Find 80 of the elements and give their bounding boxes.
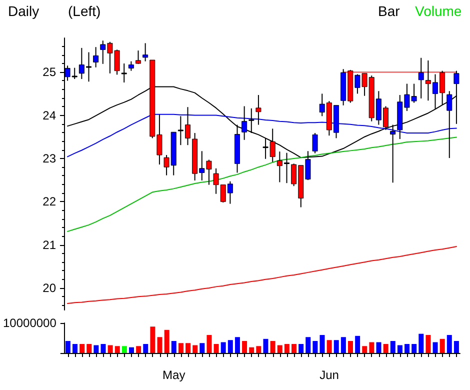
bar [454, 341, 459, 353]
candlestick [312, 132, 318, 154]
bar [390, 341, 396, 353]
text: Volume [415, 3, 462, 19]
bar [355, 336, 360, 353]
bar [80, 344, 85, 353]
candlestick [256, 94, 262, 126]
bar [376, 342, 382, 353]
bar [369, 342, 374, 353]
bar [440, 338, 445, 353]
bar [383, 344, 388, 353]
text: Daily [8, 3, 40, 19]
bar [256, 346, 262, 353]
bar [143, 344, 148, 353]
y-tick-label: 24 [42, 108, 56, 122]
bar [306, 337, 311, 353]
x-tick-label: Jun [320, 368, 339, 382]
bar [418, 334, 424, 353]
y-tick-label: 22 [42, 194, 56, 209]
bar [249, 347, 254, 353]
bar [171, 341, 176, 353]
bar [164, 330, 170, 353]
bar [157, 337, 162, 353]
bar [220, 342, 226, 353]
bar [214, 344, 219, 353]
bar [270, 341, 276, 353]
bar [326, 340, 332, 353]
candlestick [248, 108, 254, 134]
candlestick [93, 46, 99, 68]
x-tick-label: May [162, 368, 186, 382]
bar [228, 340, 233, 353]
bar [432, 342, 438, 353]
bar [86, 344, 92, 353]
bar [192, 345, 198, 353]
bar [298, 344, 304, 353]
candlestick [142, 42, 148, 62]
bar [340, 337, 346, 353]
line-series [67, 246, 457, 304]
bar [72, 344, 78, 353]
bar [446, 335, 452, 353]
bar [186, 343, 191, 353]
y-tick-label: 21 [42, 238, 56, 252]
bar [242, 341, 248, 353]
y-tick-label: 23 [42, 151, 56, 166]
bar [234, 337, 240, 353]
bar [263, 338, 268, 353]
candlestick [136, 50, 141, 64]
text: (Left) [68, 3, 101, 19]
bar [397, 345, 402, 353]
y-tick-label: 20 [42, 280, 56, 295]
candlestick [418, 57, 424, 99]
bar [291, 344, 296, 353]
candlestick [128, 60, 134, 72]
bar [122, 346, 127, 353]
bar [348, 341, 353, 353]
bar [362, 346, 368, 353]
y-tick-label: 10000000 [3, 316, 57, 330]
bar [404, 344, 410, 353]
candlestick [121, 62, 127, 83]
bar [412, 344, 417, 353]
bar [334, 340, 339, 353]
bar [114, 346, 120, 353]
bar [206, 335, 212, 353]
bar [426, 335, 431, 353]
bar [94, 345, 99, 353]
line-series [67, 136, 457, 232]
text: Bar [378, 3, 400, 19]
bar [100, 344, 106, 353]
bar [284, 344, 290, 353]
bar [312, 341, 318, 353]
bar [200, 343, 205, 353]
bar [320, 335, 325, 353]
bar [150, 326, 156, 353]
y-tick-label: 25 [42, 65, 56, 80]
bar [129, 347, 134, 353]
bar [136, 346, 142, 353]
bar [108, 345, 113, 353]
bar [178, 343, 184, 353]
bar [65, 341, 70, 353]
bar [277, 345, 282, 353]
